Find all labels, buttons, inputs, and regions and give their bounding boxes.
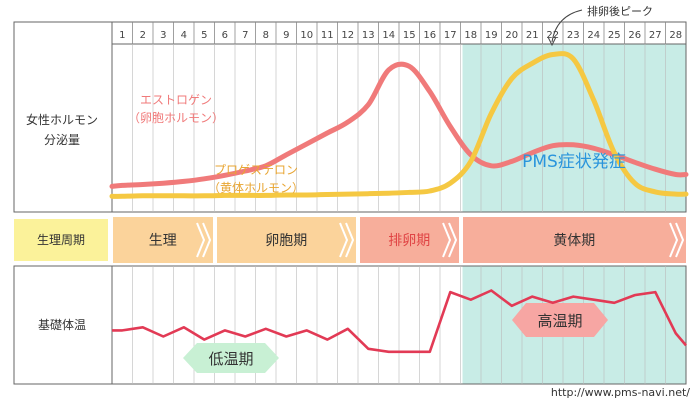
estrogen-label-line2: （卵胞ホルモン）: [128, 111, 224, 125]
high-temp-label: 高温期: [537, 312, 582, 330]
hormone-panel-frame: [13, 21, 687, 213]
bbt-row-label: 基礎体温: [14, 310, 110, 340]
day-label: 13: [362, 30, 375, 41]
day-label: 1: [119, 30, 125, 41]
low-temp-badge: [183, 343, 279, 373]
low-temp-label: 低温期: [208, 350, 253, 368]
day-label: 21: [526, 30, 539, 41]
bbt-line: [112, 289, 687, 354]
day-label: 8: [263, 30, 269, 41]
hormone-row-label-line2: 分泌量: [43, 133, 80, 147]
day-label: 10: [300, 30, 313, 41]
estrogen-line: [109, 61, 689, 189]
estrogen-label-line1: エストロゲン: [140, 93, 212, 107]
day-label: 15: [403, 30, 416, 41]
progesterone-label-line2: （黄体ホルモン）: [208, 181, 304, 195]
phase-2: 卵胞期: [216, 217, 356, 263]
bbt-panel-frame: [13, 265, 687, 385]
phase-4: 黄体期: [462, 217, 686, 263]
chevron-right-icon: [195, 222, 211, 258]
day-label: 17: [444, 30, 457, 41]
day-label: 6: [222, 30, 228, 41]
day-label: 23: [567, 30, 580, 41]
day-label: 5: [201, 30, 207, 41]
day-label: 22: [546, 30, 559, 41]
hormone-row-label: 女性ホルモン 分泌量: [14, 100, 110, 160]
day-label: 25: [608, 30, 621, 41]
day-label: 9: [283, 30, 289, 41]
day-label: 26: [628, 30, 641, 41]
day-label: 16: [423, 30, 436, 41]
day-label: 14: [382, 30, 395, 41]
phase-label: 黄体期: [553, 233, 596, 249]
pms-label: PMS症状発症: [522, 152, 626, 172]
day-label: 24: [587, 30, 600, 41]
chevron-right-icon: [339, 222, 354, 258]
day-label: 7: [242, 30, 248, 41]
peak-annotation-arrowhead: [547, 36, 557, 47]
high-temp-badge: [512, 303, 608, 337]
chevron-right-icon: [441, 222, 457, 258]
phase-label: 卵胞期: [265, 233, 308, 249]
day-label: 28: [669, 30, 682, 41]
day-label: 2: [140, 30, 146, 41]
peak-annotation-leader: [551, 9, 583, 43]
day-label: 20: [505, 30, 518, 41]
day-label: 4: [181, 30, 187, 41]
day-label: 12: [341, 30, 354, 41]
phase-3: 排卵期: [360, 217, 459, 263]
chevron-right-icon: [669, 222, 684, 258]
phase-label: 生理: [148, 233, 177, 249]
progesterone-line: [109, 51, 689, 199]
bbt-row-label-text: 基礎体温: [37, 318, 86, 332]
phase-1: 生理: [113, 217, 213, 263]
day-label: 11: [321, 30, 334, 41]
progesterone-label-line1: プロゲステロン: [214, 163, 298, 177]
day-label: 18: [464, 30, 477, 41]
source-url: http://www.pms-navi.net/: [551, 386, 690, 399]
day-label: 19: [485, 30, 498, 41]
peak-annotation: 排卵後ピーク: [587, 4, 653, 18]
phase-label: 排卵期: [388, 233, 431, 249]
cycle-row-label-text: 生理周期: [36, 233, 85, 247]
day-label: 27: [649, 30, 662, 41]
day-label: 3: [160, 30, 166, 41]
hormone-row-label-line1: 女性ホルモン: [25, 113, 98, 127]
pms-background: [462, 44, 686, 212]
cycle-row-label: 生理周期: [14, 219, 108, 261]
